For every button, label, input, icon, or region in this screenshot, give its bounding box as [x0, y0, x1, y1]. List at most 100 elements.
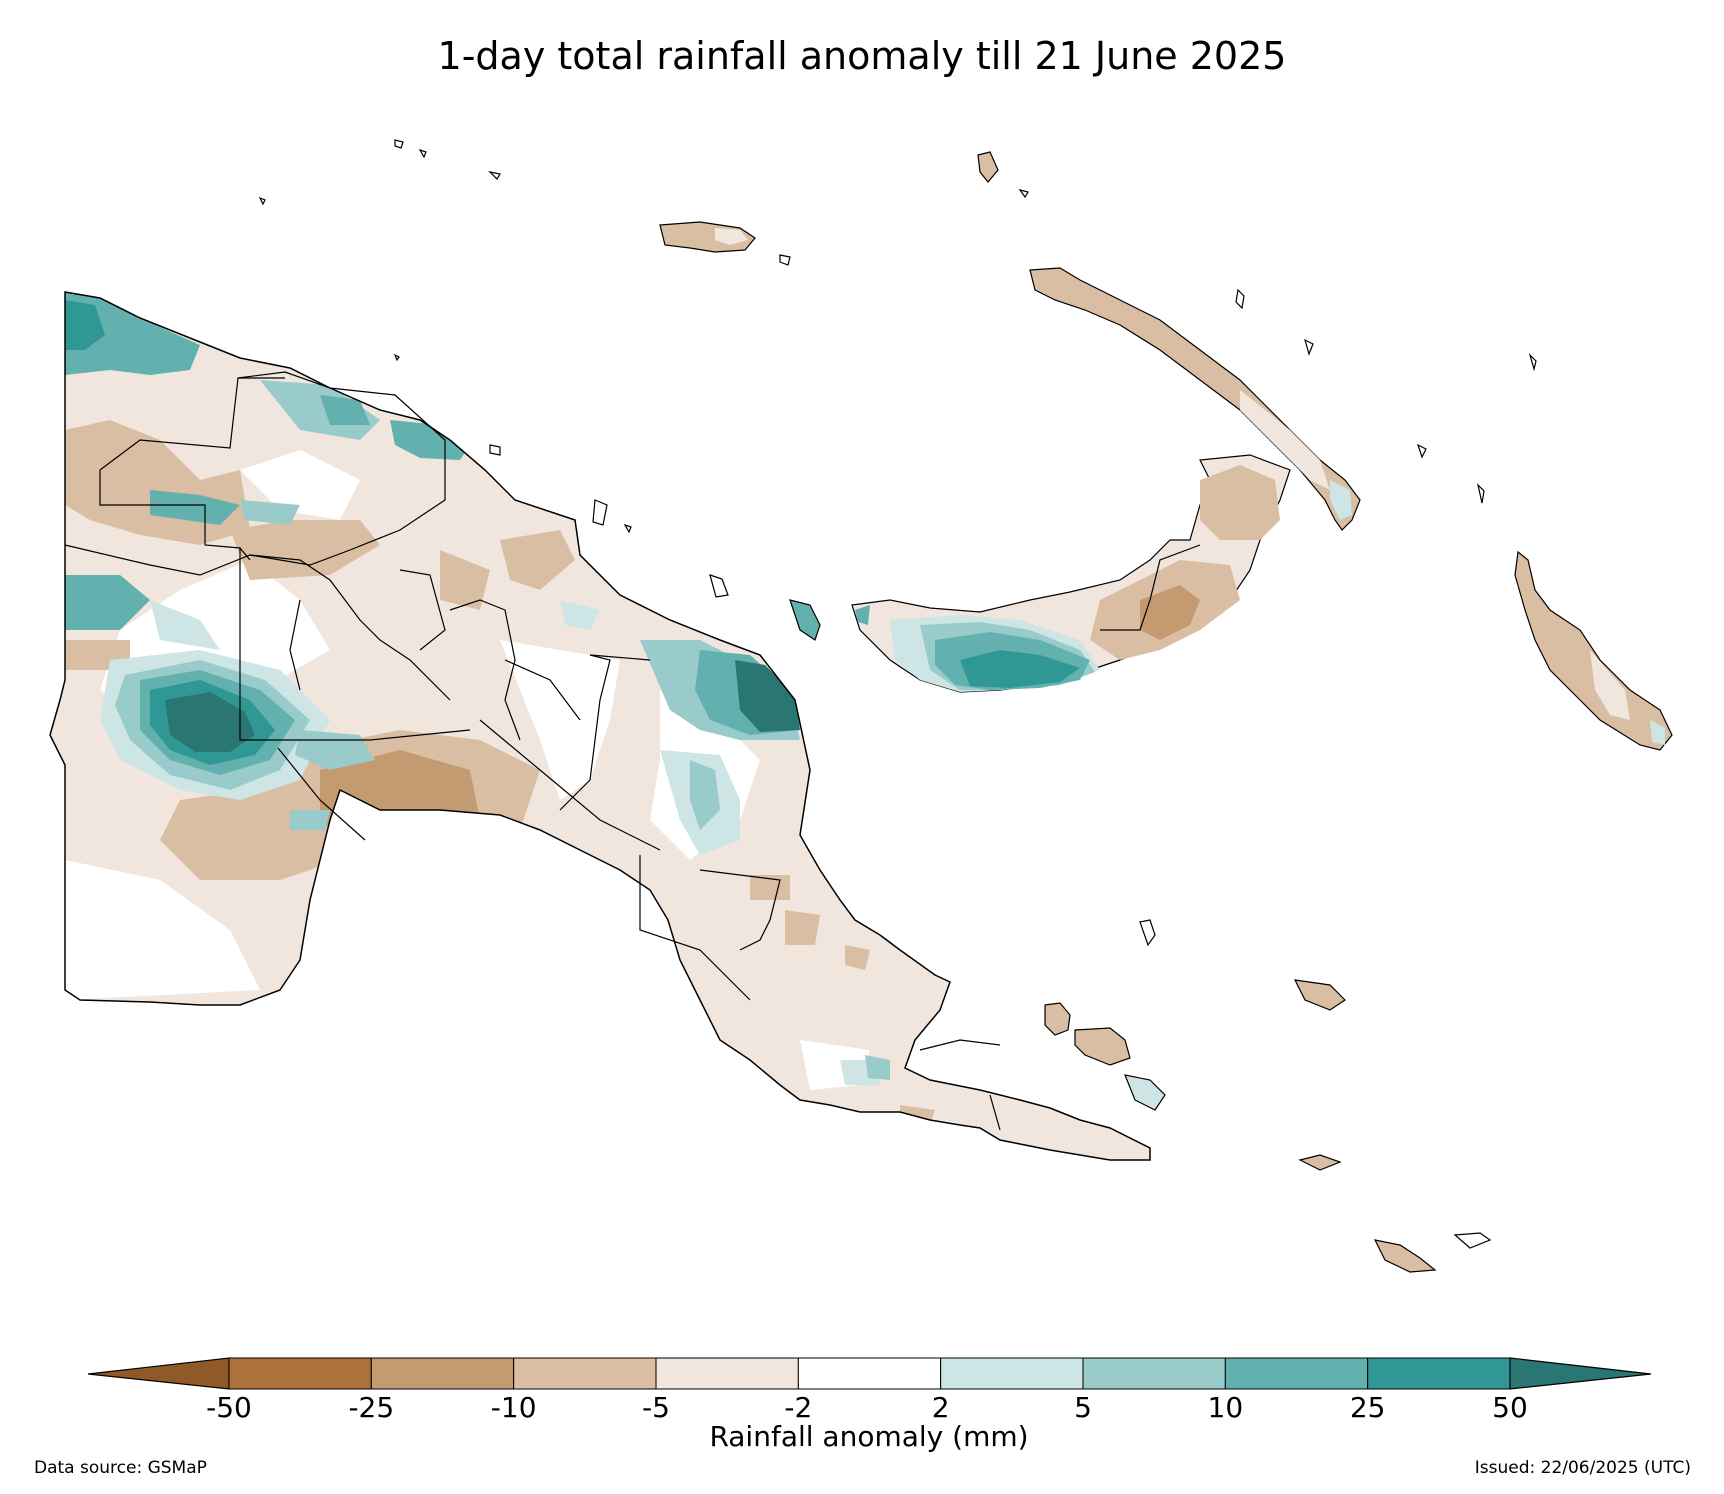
province-border	[989, 1094, 1001, 1131]
atoll	[1476, 483, 1485, 504]
wet-zone	[735, 660, 800, 732]
atoll	[393, 353, 400, 362]
colorbar-tick-label: -2	[784, 1391, 812, 1424]
colorbar-segment	[940, 1357, 1084, 1390]
atoll	[394, 139, 404, 149]
bougainville-neutral	[1590, 650, 1630, 720]
colorbar-tick-label: -10	[491, 1391, 537, 1424]
colorbar-tick-label: 25	[1350, 1391, 1386, 1424]
wet-zone	[65, 292, 200, 375]
small-island	[1139, 919, 1156, 947]
new-britain-wet-west	[855, 605, 870, 625]
small-island	[977, 151, 999, 183]
province-border	[479, 719, 661, 851]
colorbar-under-arrow	[87, 1357, 230, 1390]
wet-zone	[690, 760, 720, 830]
neutral-zone	[240, 450, 360, 520]
colorbar-segment	[513, 1357, 657, 1390]
colorbar-label: Rainfall anomaly (mm)	[709, 1420, 1028, 1453]
wet-zone	[65, 575, 150, 630]
province-border	[699, 869, 781, 951]
province-border	[277, 747, 366, 841]
wet-zone	[560, 600, 600, 630]
dry-zone	[785, 910, 820, 945]
atoll	[1416, 443, 1427, 459]
province-border	[399, 569, 446, 651]
new-britain	[851, 454, 1291, 693]
atoll	[1235, 288, 1245, 310]
province-border	[237, 371, 446, 566]
colorbar-segment	[797, 1357, 942, 1390]
issued-date: Issued: 22/06/2025 (UTC)	[1474, 1458, 1691, 1478]
normanby-island	[1124, 1074, 1166, 1111]
colorbar-segment	[370, 1357, 515, 1390]
milne-bay-islands	[1044, 919, 1492, 1273]
northern-islands	[258, 139, 1537, 641]
goodenough-island	[1044, 1002, 1071, 1036]
province-border	[559, 654, 611, 811]
colorbar-tick-label: -25	[348, 1391, 394, 1424]
new-ireland-wet	[1330, 480, 1352, 520]
colorbar-segment	[1224, 1357, 1369, 1390]
small-wet-island	[789, 599, 821, 641]
bougainville-wet	[1650, 720, 1665, 745]
wet-zone	[240, 500, 300, 525]
atoll	[779, 254, 791, 266]
atoll	[1304, 338, 1314, 356]
colorbar-tick-label: -50	[206, 1391, 252, 1424]
atoll	[1018, 189, 1029, 199]
woodlark-island	[1298, 1154, 1342, 1171]
atoll	[592, 499, 608, 526]
bougainville-island	[1514, 550, 1673, 751]
atoll-dots	[258, 139, 1537, 598]
province-border	[64, 544, 451, 701]
new-britain-dry	[1200, 465, 1280, 540]
fergusson-island	[1074, 1027, 1131, 1066]
map-title: 1-day total rainfall anomaly till 21 Jun…	[437, 34, 1287, 78]
neutral-zone	[65, 860, 260, 1000]
new-britain-wet-strong	[960, 650, 1080, 688]
colorbar-segment	[655, 1357, 799, 1390]
province-border	[99, 377, 285, 471]
small-island	[1453, 1232, 1492, 1249]
province-border	[919, 1039, 1001, 1051]
colorbar-segment	[228, 1357, 372, 1390]
mainland-coastline	[49, 291, 1151, 1161]
dry-zone	[230, 520, 380, 580]
wet-zone	[865, 1055, 890, 1080]
wet-zone	[150, 490, 240, 525]
new-ireland	[1029, 267, 1361, 531]
trobriand-island	[1293, 979, 1346, 1011]
bougainville	[1514, 550, 1673, 751]
province-border	[589, 654, 651, 661]
rossel-island	[1373, 1239, 1437, 1273]
province-border	[639, 855, 751, 1001]
wet-zone	[390, 420, 470, 460]
wet-zone	[150, 600, 220, 650]
new-britain-dry-strong	[1140, 585, 1200, 640]
data-source-note: Data source: GSMaP	[34, 1458, 207, 1478]
colorbar-over-arrow	[1509, 1357, 1652, 1390]
province-border	[449, 599, 521, 741]
colorbar-tick-label: 10	[1208, 1391, 1244, 1424]
province-border	[99, 470, 251, 561]
dry-zone	[440, 550, 490, 610]
mainland	[49, 291, 1151, 1161]
wet-zone	[290, 810, 330, 830]
atoll	[709, 574, 729, 598]
atoll	[623, 523, 632, 534]
colorbar-tick-label: 5	[1074, 1391, 1092, 1424]
wet-zone	[165, 692, 255, 752]
atoll	[488, 171, 501, 180]
new-ireland-neutral	[1240, 390, 1330, 490]
dry-zone	[500, 530, 575, 590]
dry-zone	[845, 945, 870, 970]
colorbar-tick-label: 50	[1492, 1391, 1528, 1424]
province-border	[289, 599, 301, 691]
wet-zone	[65, 300, 105, 350]
province-boundaries	[64, 371, 1001, 1131]
neutral-zone	[500, 640, 620, 800]
atoll	[489, 444, 501, 456]
